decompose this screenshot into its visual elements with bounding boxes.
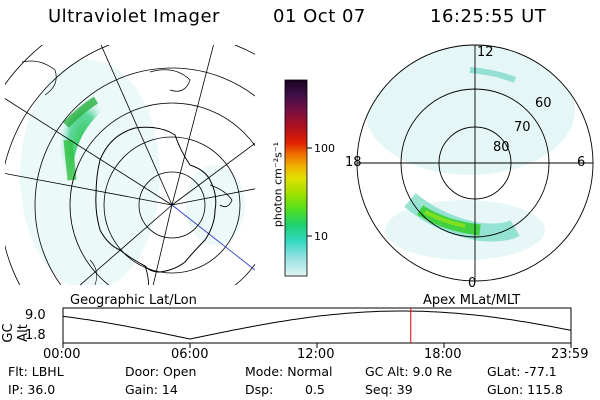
- dsp-value: 0.5: [305, 382, 325, 397]
- mlt-label-12: 12: [477, 45, 494, 60]
- glon-info: GLon: 115.8: [487, 382, 563, 397]
- lat-label-60: 60: [535, 96, 552, 111]
- door-info: Door: Open: [125, 364, 197, 379]
- apex-panel-label: Apex MLat/MLT: [423, 293, 521, 308]
- timeline-x-tick-0600: 06:00: [171, 347, 209, 362]
- time-label: 16:25:55 UT: [430, 6, 547, 27]
- timeline-x-tick-0000: 00:00: [43, 347, 81, 362]
- glat-info: GLat: -77.1: [487, 364, 557, 379]
- filter-info: Flt: LBHL: [8, 364, 64, 379]
- seq-info: Seq: 39: [365, 382, 413, 397]
- mode-info: Mode: Normal: [245, 364, 333, 379]
- timeline-x-tick-2359: 23:59: [551, 347, 589, 362]
- timeline-y-tick-min: 1.8: [25, 328, 46, 343]
- gain-info: Gain: 14: [125, 382, 178, 397]
- mlt-label-0: 0: [468, 276, 477, 291]
- timeline-x-tick-1800: 18:00: [424, 347, 462, 362]
- colorbar-tick-100: 100: [314, 142, 335, 155]
- geographic-panel-label: Geographic Lat/Lon: [70, 293, 197, 308]
- instrument-title: Ultraviolet Imager: [48, 6, 220, 27]
- mlt-label-6: 6: [577, 155, 586, 170]
- timeline-y-tick-max: 9.0: [25, 308, 46, 323]
- lat-label-80: 80: [493, 140, 510, 155]
- mlt-label-18: 18: [345, 155, 362, 170]
- gc-alt-info: GC Alt: 9.0 Re: [365, 364, 453, 379]
- timeline-x-tick-1200: 12:00: [297, 347, 335, 362]
- dsp-label: Dsp:: [245, 382, 274, 397]
- colorbar-tick-10: 10: [314, 230, 328, 243]
- ip-info: IP: 36.0: [8, 382, 56, 397]
- date-label: 01 Oct 07: [273, 6, 366, 27]
- lat-label-70: 70: [514, 120, 531, 135]
